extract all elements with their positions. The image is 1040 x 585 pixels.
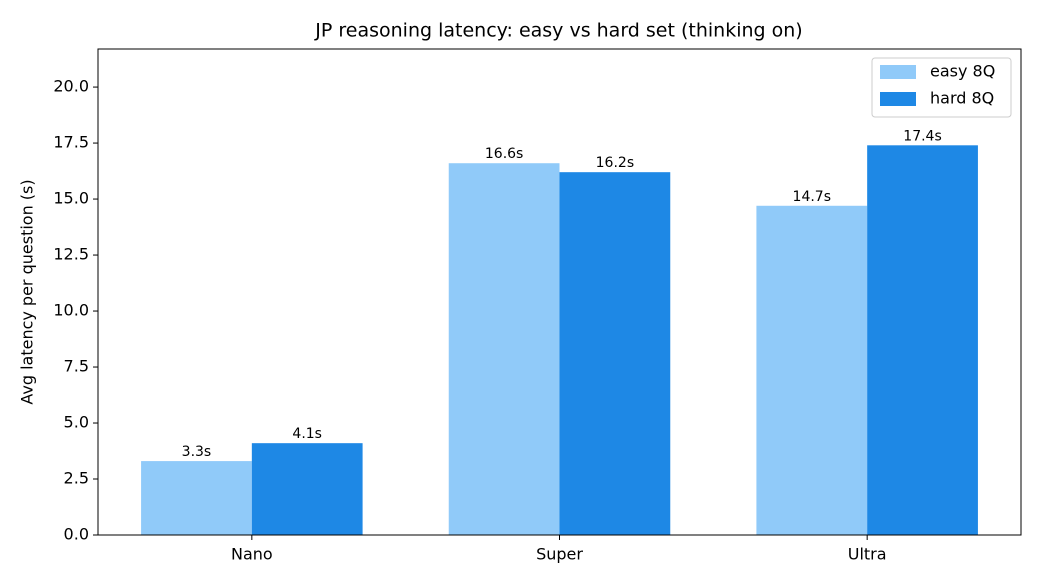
bar [448,163,560,535]
y-tick-label: 2.5 [64,469,89,488]
legend-swatch [880,92,916,106]
legend-label: hard 8Q [930,89,994,108]
y-tick-label: 12.5 [53,245,89,264]
value-label: 3.3s [182,444,212,460]
y-tick-label: 0.0 [64,525,89,544]
y-tick-label: 7.5 [64,357,89,376]
bar [141,461,252,535]
x-tick-label: Ultra [848,545,887,564]
x-tick-label: Super [536,545,583,564]
value-label: 4.1s [292,426,322,442]
y-axis-label: Avg latency per question (s) [18,179,37,404]
value-label: 17.4s [903,128,941,144]
bar [756,205,868,535]
y-tick-label: 10.0 [53,301,89,320]
legend-swatch [880,65,916,79]
y-tick-label: 17.5 [53,133,89,152]
bar [559,172,671,535]
legend-label: easy 8Q [930,62,995,81]
bar [867,145,978,536]
value-label: 14.7s [793,189,831,205]
bar [251,443,363,535]
value-label: 16.2s [596,155,634,171]
value-label: 16.6s [485,146,523,162]
y-tick-label: 5.0 [64,413,89,432]
x-tick-label: Nano [231,545,273,564]
chart-title: JP reasoning latency: easy vs hard set (… [314,20,802,42]
y-tick-label: 15.0 [53,189,89,208]
plot-frame [97,48,1022,536]
y-tick-label: 20.0 [53,77,89,96]
